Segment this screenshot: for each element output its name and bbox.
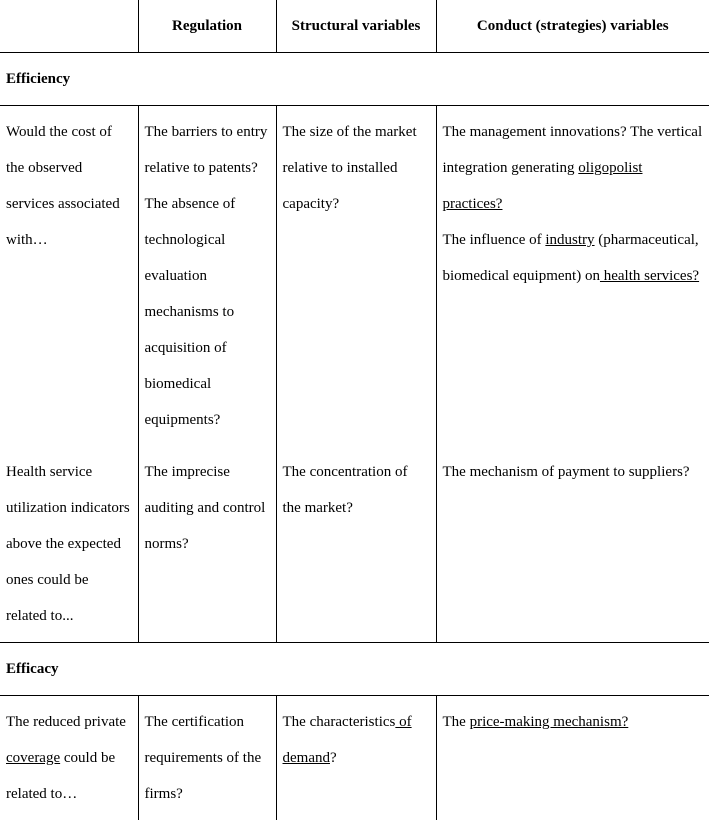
row3-conduct: The price-making mechanism? bbox=[436, 696, 709, 820]
row3-structural: The characteristics of demand? bbox=[276, 696, 436, 820]
table-row: Health service utilization indicators ab… bbox=[0, 446, 709, 643]
table-row: The reduced private coverage could be re… bbox=[0, 696, 709, 820]
row1-con-a: The management innovations? The vertical… bbox=[443, 124, 703, 176]
row3-con-a-u: price-making mechanism? bbox=[470, 714, 629, 730]
section-efficacy-row: Efficacy bbox=[0, 643, 709, 696]
row2-question: Health service utilization indicators ab… bbox=[0, 446, 138, 643]
section-efficiency: Efficiency bbox=[0, 53, 709, 106]
row3-q-a: The reduced private bbox=[6, 714, 126, 730]
row3-q-a-u: coverage bbox=[6, 750, 60, 766]
row1-con-b1-u: industry bbox=[545, 232, 594, 248]
row1-con-b1: The influence of bbox=[443, 232, 546, 248]
header-row: Regulation Structural variables Conduct … bbox=[0, 0, 709, 53]
header-regulation: Regulation bbox=[138, 0, 276, 53]
row2-regulation: The imprecise auditing and control norms… bbox=[138, 446, 276, 643]
row3-con-a: The bbox=[443, 714, 470, 730]
row3-str-b: ? bbox=[330, 750, 337, 766]
row1-question: Would the cost of the observed services … bbox=[0, 106, 138, 447]
row1-regulation: The barriers to entry relative to patent… bbox=[138, 106, 276, 447]
row3-str-a: The characteristics bbox=[283, 714, 396, 730]
row1-conduct: The management innovations? The vertical… bbox=[436, 106, 709, 447]
row3-regulation: The certification requirements of the fi… bbox=[138, 696, 276, 820]
row3-question: The reduced private coverage could be re… bbox=[0, 696, 138, 820]
header-structural: Structural variables bbox=[276, 0, 436, 53]
header-blank bbox=[0, 0, 138, 53]
row1-structural: The size of the market relative to insta… bbox=[276, 106, 436, 447]
row2-conduct: The mechanism of payment to suppliers? bbox=[436, 446, 709, 643]
row1-con-b2-u: health services? bbox=[600, 268, 699, 284]
header-conduct: Conduct (strategies) variables bbox=[436, 0, 709, 53]
analysis-table: Regulation Structural variables Conduct … bbox=[0, 0, 709, 820]
section-efficacy: Efficacy bbox=[0, 643, 709, 696]
row2-structural: The concentration of the market? bbox=[276, 446, 436, 643]
table-row: Would the cost of the observed services … bbox=[0, 106, 709, 447]
section-efficiency-row: Efficiency bbox=[0, 53, 709, 106]
